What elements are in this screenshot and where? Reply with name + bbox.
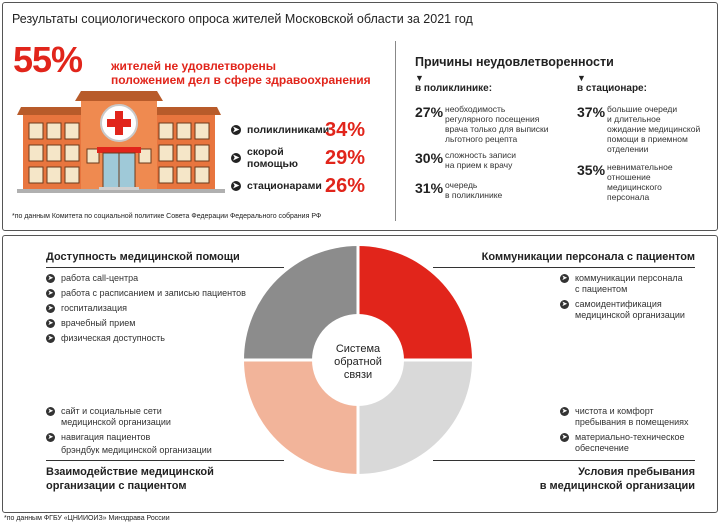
reason-item: 30% сложность записи на прием к врачу	[415, 150, 516, 170]
arrow-right-icon: ➤	[46, 407, 55, 416]
polyclinic-heading: в поликлинике:	[415, 83, 493, 94]
bottom-footnote: *по данным ФГБУ «ЦНИИОИЗ» Минздрава Росс…	[4, 515, 170, 522]
down-arrow-icon: ▼	[577, 73, 586, 83]
accessibility-title: Доступность медицинской помощи	[46, 251, 240, 263]
reason-item: 37% большие очереди и длительное ожидани…	[577, 104, 701, 154]
arrow-right-icon: ➤	[560, 407, 569, 416]
feedback-donut	[244, 246, 472, 474]
conditions-title: Условия пребывания в медицинской организ…	[539, 466, 695, 492]
hospital-building-icon	[17, 91, 225, 193]
polyclinic-reasons: ▼ в поликлинике: 27% необходимость регул…	[415, 73, 575, 200]
list-item: ➤ чистота и комфорт пребывания в помещения…	[560, 406, 689, 427]
arrow-right-icon: ➤	[46, 274, 55, 283]
survey-panel: Результаты социологического опроса жител…	[2, 2, 718, 231]
category-list: ➤ поликлиниками 34% ➤ скорой помощью 29%…	[231, 116, 381, 200]
communication-title: Коммуникации персонала с пациентом	[481, 251, 695, 263]
survey-title: Результаты социологического опроса жител…	[12, 12, 473, 26]
category-hospitals: ➤ стационарами 26%	[231, 174, 366, 197]
communication-list: ➤ коммуникации персонала с пациентом ➤ само…	[560, 273, 710, 325]
list-item: ➤ навигация пациентов	[46, 432, 151, 442]
top-footnote: *по данным Комитета по социальной полити…	[12, 213, 322, 220]
list-item: ➤ коммуникации персонала с пациентом	[560, 273, 683, 294]
conditions-rule	[433, 460, 695, 461]
interaction-list: ➤ сайт и социальные сети медицинской орган…	[46, 406, 276, 460]
communication-rule	[433, 267, 695, 268]
feedback-system-panel: Система обратной связи Доступность медиц…	[2, 235, 718, 513]
donut-center-label: Система обратной связи	[334, 343, 382, 381]
reason-item: 35% невнимательное отношение медицинског…	[577, 162, 673, 202]
category-ambulance: ➤ скорой помощью 29%	[231, 146, 366, 170]
list-item: ➤ работа call-центра	[46, 273, 139, 283]
divider	[395, 41, 396, 221]
interaction-title: Взаимодействие медицинской организации с…	[46, 466, 214, 492]
list-item: ➤ самоидентификация медицинской организаци…	[560, 299, 685, 320]
hospital-reasons: ▼ в стационаре: 37% большие очереди и дл…	[577, 73, 712, 202]
arrow-right-icon: ➤	[46, 304, 55, 313]
list-item: брэндбук медицинской организации	[61, 445, 212, 455]
arrow-right-icon: ➤	[46, 334, 55, 343]
arrow-right-icon: ➤	[46, 433, 55, 442]
arrow-right-icon: ➤	[560, 300, 569, 309]
accessibility-list: ➤ работа call-центра ➤ работа с расписание…	[46, 273, 276, 348]
reason-item: 31% очередь в поликлинике	[415, 180, 503, 200]
arrow-right-icon: ➤	[46, 289, 55, 298]
arrow-right-icon: ➤	[560, 433, 569, 442]
list-item: ➤ физическая доступность	[46, 333, 165, 343]
list-item: ➤ врачебный прием	[46, 318, 136, 328]
arrow-right-icon: ➤	[560, 274, 569, 283]
reasons-title: Причины неудовлетворенности	[415, 55, 614, 69]
list-item: ➤ госпитализация	[46, 303, 127, 313]
down-arrow-icon: ▼	[415, 73, 424, 83]
conditions-list: ➤ чистота и комфорт пребывания в помещения…	[560, 406, 710, 458]
interaction-rule	[46, 460, 284, 461]
list-item: ➤ материально-техническое обеспечение	[560, 432, 685, 453]
headline-text: жителей не удовлетворены положением дел …	[111, 59, 371, 87]
category-polyclinics: ➤ поликлиниками 34%	[231, 118, 366, 141]
arrow-right-icon: ➤	[231, 125, 241, 135]
headline-percent: 55%	[13, 39, 83, 80]
reason-item: 27% необходимость регулярного посещения …	[415, 104, 549, 144]
arrow-right-icon: ➤	[46, 319, 55, 328]
list-item: ➤ работа с расписанием и записью пациенто…	[46, 288, 246, 298]
arrow-right-icon: ➤	[231, 181, 241, 191]
hospital-heading: в стационаре:	[577, 83, 647, 94]
list-item: ➤ сайт и социальные сети медицинской орган…	[46, 406, 171, 427]
accessibility-rule	[46, 267, 284, 268]
arrow-right-icon: ➤	[231, 153, 241, 163]
